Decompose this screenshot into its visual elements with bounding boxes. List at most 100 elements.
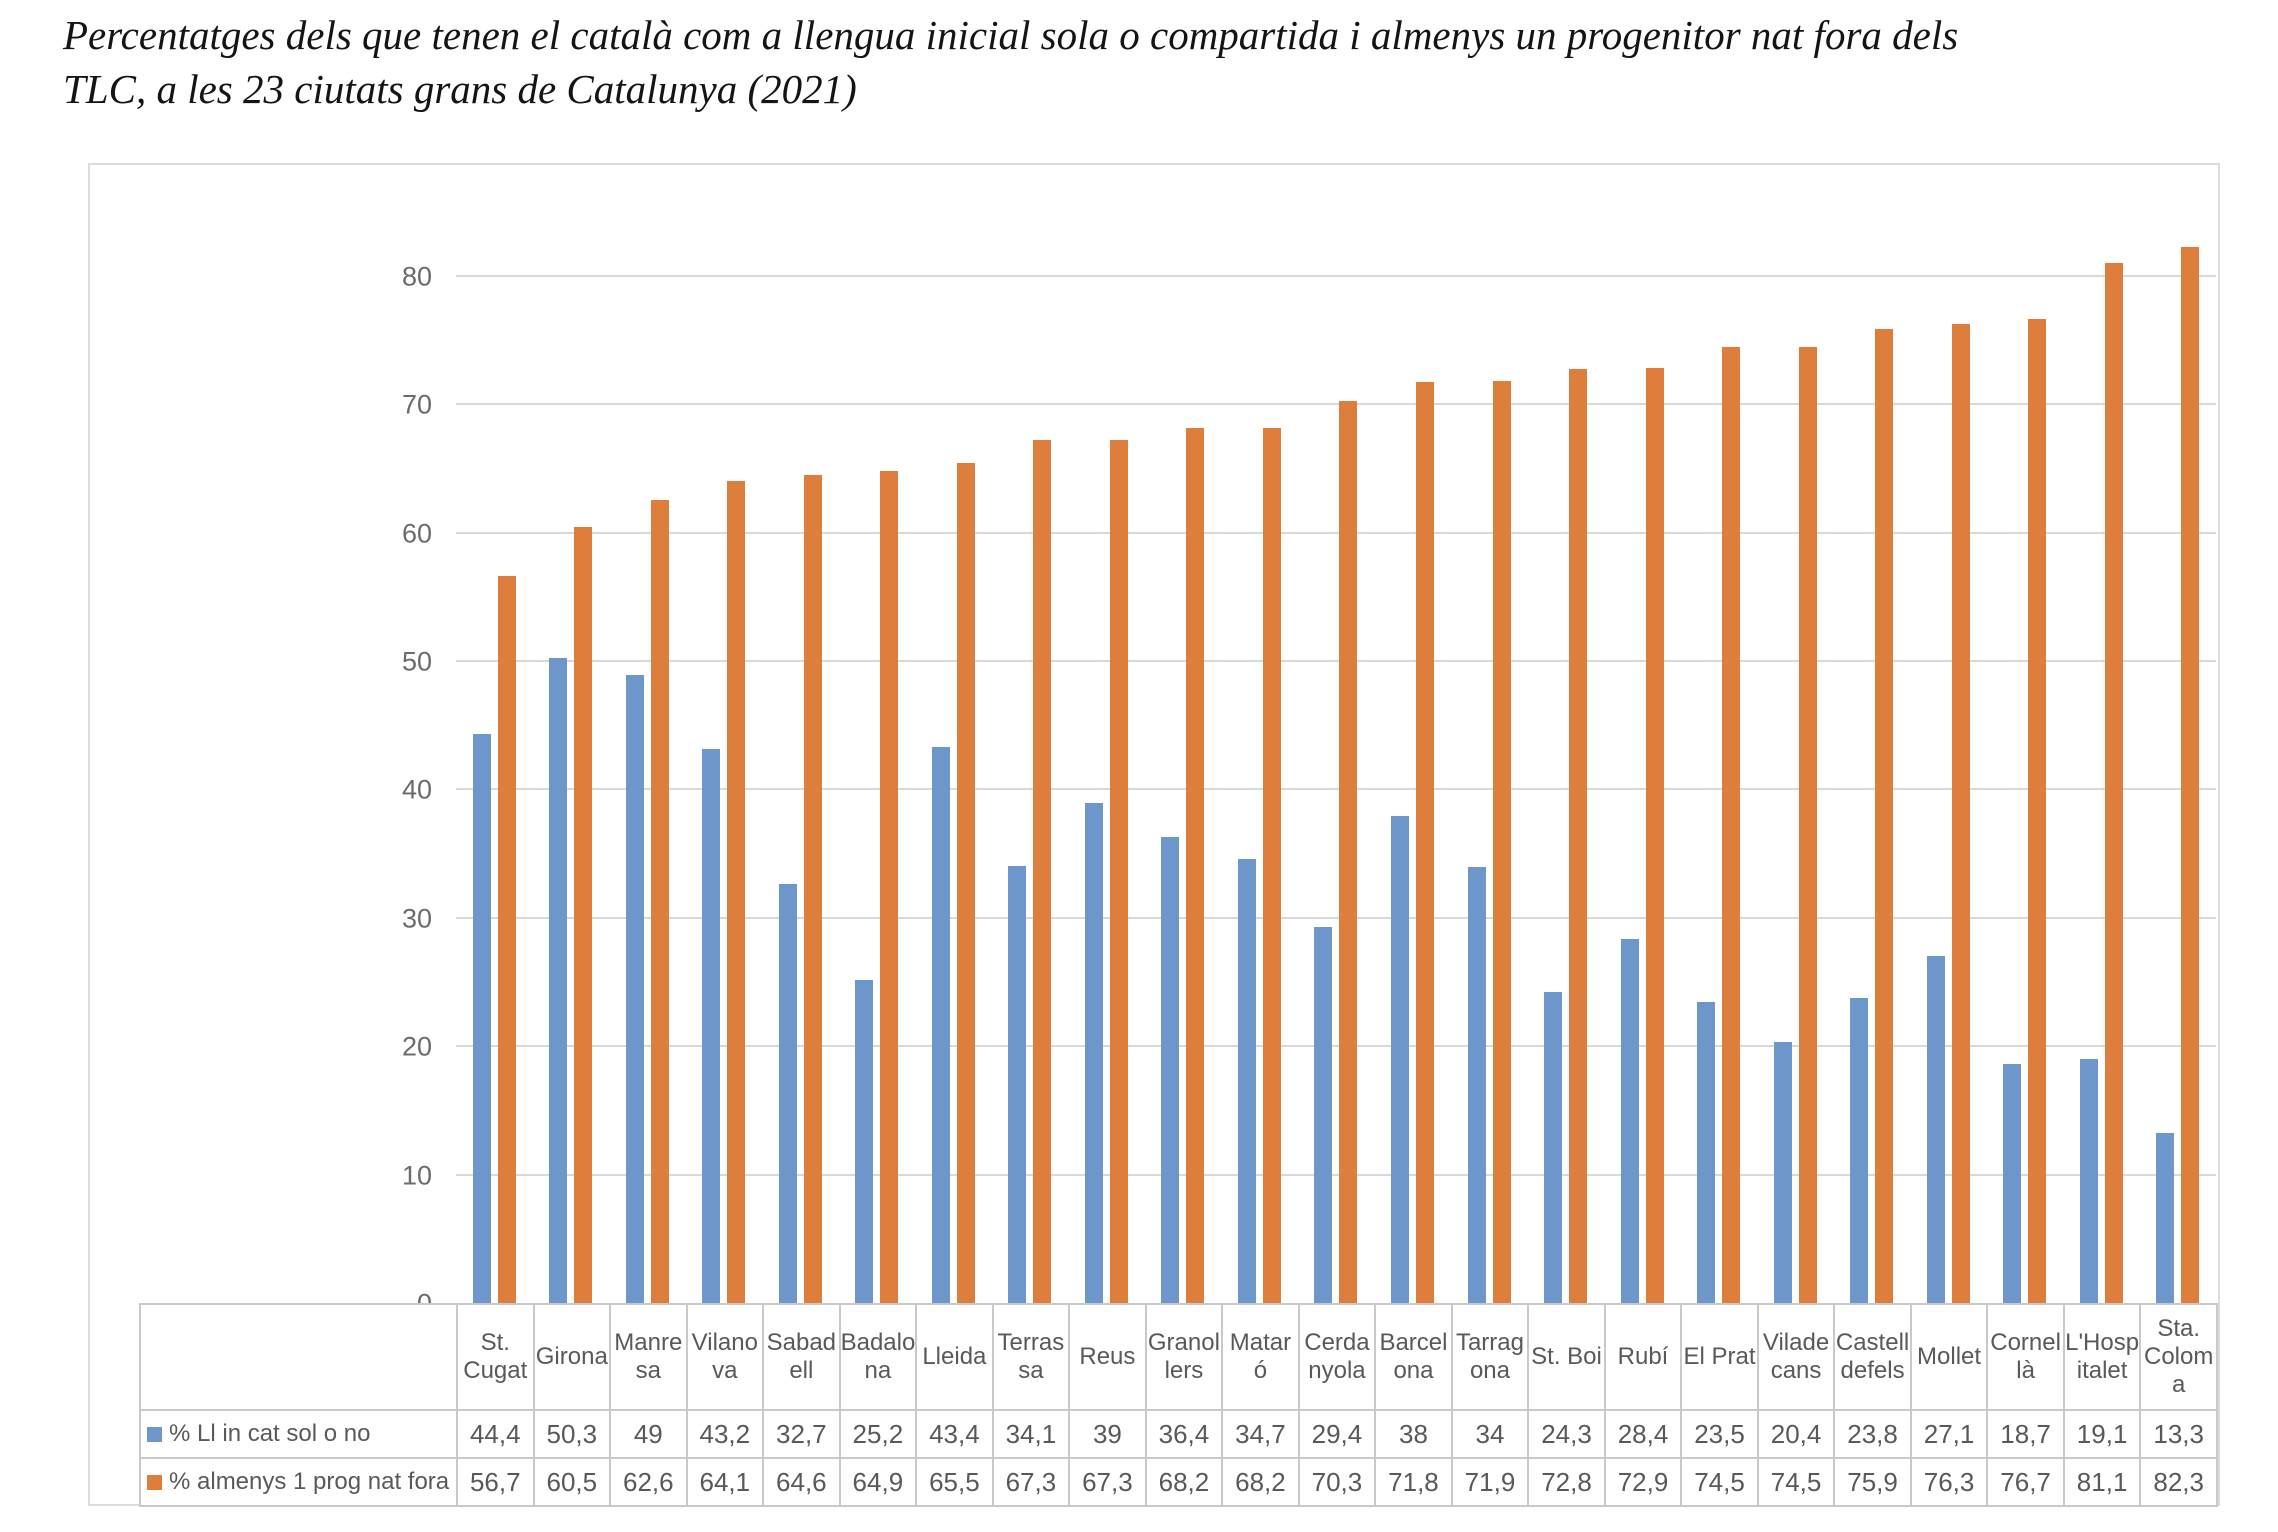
bar-group bbox=[1145, 183, 1222, 1304]
bar-group bbox=[686, 183, 763, 1304]
y-axis-label: 70 bbox=[401, 389, 432, 420]
value-cell: 43,4 bbox=[915, 1409, 994, 1459]
bar-series1 bbox=[2079, 1058, 2098, 1304]
chart-title: Percentatges dels que tenen el català co… bbox=[63, 8, 2243, 116]
city-header-cell: Lleida bbox=[915, 1303, 994, 1411]
bar-series1 bbox=[1008, 866, 1027, 1304]
bar-group bbox=[839, 183, 916, 1304]
data-table: St. Cugat Girona Manre sa Vilano va Sabad el… bbox=[138, 1303, 2218, 1507]
value-cell: 68,2 bbox=[1144, 1457, 1224, 1507]
bar-series1 bbox=[931, 746, 950, 1304]
legend-label-series1: % Ll in cat sol o no bbox=[169, 1420, 371, 1447]
legend-cell-series2: % almenys 1 prog nat fora bbox=[138, 1457, 459, 1507]
bar-series2 bbox=[727, 481, 746, 1304]
value-cell: 64,9 bbox=[838, 1457, 918, 1507]
value-cell: 62,6 bbox=[609, 1457, 688, 1507]
bar-group bbox=[2063, 183, 2140, 1304]
bar-series1 bbox=[1084, 803, 1103, 1304]
bar-series1 bbox=[1391, 816, 1410, 1304]
bar-series2 bbox=[1339, 401, 1358, 1304]
bar-group bbox=[1757, 183, 1834, 1304]
y-axis-label: 60 bbox=[401, 518, 432, 549]
value-cell: 75,9 bbox=[1833, 1457, 1912, 1507]
value-cell: 72,9 bbox=[1603, 1457, 1683, 1507]
city-header-cell: Reus bbox=[1068, 1303, 1147, 1411]
gridline bbox=[456, 531, 2216, 534]
value-cell: 23,8 bbox=[1833, 1409, 1912, 1459]
legend-entry: % almenys 1 prog nat fora bbox=[142, 1468, 455, 1496]
bar-series1 bbox=[1237, 858, 1256, 1304]
bar-group bbox=[762, 183, 839, 1304]
bar-series2 bbox=[1109, 439, 1128, 1304]
city-header-cell: Barcel ona bbox=[1374, 1303, 1453, 1411]
bar-group bbox=[456, 183, 533, 1304]
bar-group bbox=[609, 183, 686, 1304]
bar-series2 bbox=[2181, 247, 2200, 1304]
city-header-cell: Granol lers bbox=[1144, 1303, 1224, 1411]
city-header-cell: Castell defels bbox=[1833, 1303, 1912, 1411]
bar-series2 bbox=[497, 576, 516, 1304]
city-header-cell: Terras sa bbox=[991, 1303, 1071, 1411]
bar-series1 bbox=[1544, 992, 1563, 1304]
bar-series1 bbox=[2003, 1063, 2022, 1304]
bar-series2 bbox=[2028, 319, 2047, 1304]
bar-group bbox=[1833, 183, 1910, 1304]
city-header-cell: Manre sa bbox=[609, 1303, 688, 1411]
value-cell: 76,7 bbox=[1986, 1457, 2065, 1507]
value-cell: 18,7 bbox=[1986, 1409, 2065, 1459]
value-cell: 20,4 bbox=[1756, 1409, 1836, 1459]
bar-series1 bbox=[1926, 956, 1945, 1304]
bar-series2 bbox=[1798, 347, 1817, 1304]
legend-label-series2: % almenys 1 prog nat fora bbox=[169, 1468, 450, 1495]
bar-series1 bbox=[472, 733, 491, 1304]
value-cell: 76,3 bbox=[1909, 1457, 1989, 1507]
value-cell: 36,4 bbox=[1144, 1409, 1224, 1459]
value-cell: 70,3 bbox=[1297, 1457, 1377, 1507]
bar-series2 bbox=[1033, 439, 1052, 1304]
bar-group bbox=[1068, 183, 1145, 1304]
y-axis-label: 40 bbox=[401, 774, 432, 805]
bar-group bbox=[1298, 183, 1375, 1304]
city-header-cell: Rubí bbox=[1603, 1303, 1683, 1411]
city-header-cell: L'Hosp italet bbox=[2062, 1303, 2142, 1411]
value-cell: 44,4 bbox=[456, 1409, 535, 1459]
city-header-cell: Sta. Colom a bbox=[2139, 1303, 2218, 1411]
gridline bbox=[456, 788, 2216, 791]
value-cell: 74,5 bbox=[1756, 1457, 1836, 1507]
bar-series2 bbox=[1569, 369, 1588, 1304]
gridline bbox=[456, 274, 2216, 277]
city-header-cell: Mollet bbox=[1909, 1303, 1989, 1411]
city-header-cell: Matar ó bbox=[1221, 1303, 1300, 1411]
bar-series1 bbox=[778, 884, 797, 1304]
bar-series2 bbox=[1645, 368, 1664, 1304]
bar-series2 bbox=[803, 474, 822, 1304]
gridline bbox=[456, 403, 2216, 406]
value-cell: 81,1 bbox=[2062, 1457, 2142, 1507]
gridline bbox=[456, 1173, 2216, 1176]
value-cell: 60,5 bbox=[532, 1457, 612, 1507]
value-cell: 38 bbox=[1374, 1409, 1453, 1459]
y-axis-label: 30 bbox=[401, 903, 432, 934]
value-cell: 28,4 bbox=[1603, 1409, 1683, 1459]
bar-group bbox=[1986, 183, 2063, 1304]
city-header-cell: St. Cugat bbox=[456, 1303, 535, 1411]
gridline bbox=[456, 660, 2216, 662]
table-header-row: St. Cugat Girona Manre sa Vilano va Sabad el… bbox=[138, 1303, 2218, 1411]
legend-entry: % Ll in cat sol o no bbox=[142, 1420, 455, 1448]
bar-series1 bbox=[1697, 1002, 1716, 1304]
bar-series1 bbox=[1161, 836, 1180, 1304]
bar-series2 bbox=[1875, 329, 1894, 1304]
bar-group bbox=[2139, 183, 2216, 1304]
bar-series2 bbox=[1186, 428, 1205, 1304]
y-axis-label: 10 bbox=[401, 1160, 432, 1191]
bar-group bbox=[1374, 183, 1451, 1304]
plot-area bbox=[456, 183, 2216, 1304]
city-header-cell: Tarrag ona bbox=[1450, 1303, 1530, 1411]
bar-series2 bbox=[650, 500, 669, 1304]
value-cell: 13,3 bbox=[2139, 1409, 2218, 1459]
bar-group bbox=[1604, 183, 1681, 1304]
bar-series1 bbox=[625, 674, 644, 1304]
value-cell: 71,9 bbox=[1450, 1457, 1530, 1507]
city-header-cell: Girona bbox=[532, 1303, 612, 1411]
city-header-cell: El Prat bbox=[1680, 1303, 1759, 1411]
